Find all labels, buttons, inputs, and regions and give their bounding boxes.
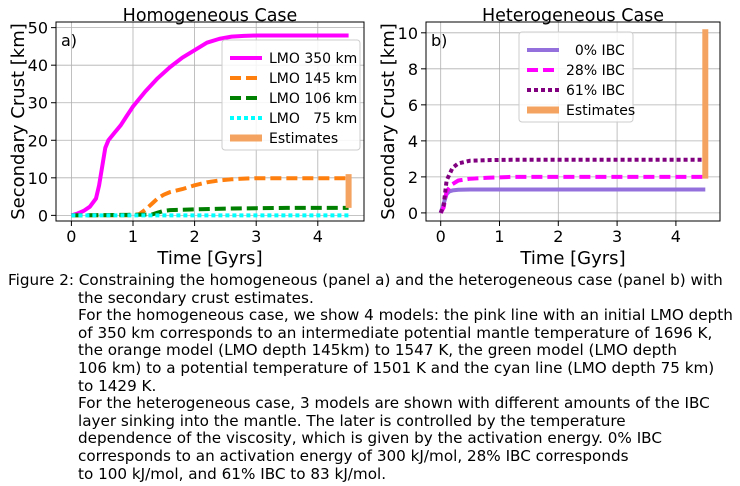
y-tick-label: 8 xyxy=(408,60,418,79)
caption-line: layer sinking into the mantle. The later… xyxy=(78,411,626,430)
x-tick-label: 1 xyxy=(494,227,504,246)
legend-label: 61% IBC xyxy=(566,83,625,99)
legend-box xyxy=(221,39,361,151)
panel-label: b) xyxy=(431,31,447,50)
y-tick-label: 4 xyxy=(408,132,418,151)
y-tick-label: 10 xyxy=(398,24,418,43)
caption-line: For the homogeneous case, we show 4 mode… xyxy=(78,306,733,325)
chart-title: Heterogeneous Case xyxy=(482,6,664,26)
series-line-2 xyxy=(438,174,706,214)
legend-label: 0% IBC xyxy=(566,43,625,59)
x-tick-label: 4 xyxy=(313,227,323,246)
x-tick-label: 4 xyxy=(671,227,681,246)
legend-label: Estimates xyxy=(269,131,338,147)
y-tick-label: 40 xyxy=(28,56,48,75)
caption-line: corresponds to an activation energy of 3… xyxy=(78,446,629,465)
x-tick-label: 2 xyxy=(190,227,200,246)
x-tick-label: 1 xyxy=(128,227,138,246)
chart-panel-b: 0 1 2 3 4 0 2 4 6 8 10 Heterogeneous Case Time [Gyrs… xyxy=(378,6,721,269)
y-tick-label: 0 xyxy=(38,206,48,225)
y-tick-label: 6 xyxy=(408,96,418,115)
legend-label: Estimates xyxy=(566,103,635,119)
x-tick-label: 3 xyxy=(251,227,261,246)
caption-line: dependence of the viscosity, which is gi… xyxy=(78,429,662,448)
x-axis-label: Time [Gyrs] xyxy=(156,248,262,269)
x-tick-label: 0 xyxy=(436,227,446,246)
caption-line: For the heterogeneous case, 3 models are… xyxy=(78,394,710,413)
y-tick-label: 0 xyxy=(408,204,418,223)
axes-frame xyxy=(55,21,365,222)
x-axis-label: Time [Gyrs] xyxy=(519,248,625,269)
legend-label: LMO 106 km xyxy=(269,91,357,107)
chart-title: Homogeneous Case xyxy=(123,6,298,26)
series-line-3 xyxy=(71,205,349,218)
legend-label: LMO 145 km xyxy=(269,71,357,87)
caption-line: 106 km) to a potential temperature of 15… xyxy=(78,358,715,377)
y-tick-label: 50 xyxy=(28,19,48,38)
x-tick-label: 0 xyxy=(66,227,76,246)
x-tick-label: 2 xyxy=(553,227,563,246)
y-tick-label: 2 xyxy=(408,168,418,187)
figure-caption: Figure 2: Constraining the homogeneous (… xyxy=(8,271,736,483)
y-tick-label: 10 xyxy=(28,169,48,188)
series-line-2 xyxy=(71,176,349,218)
y-tick-label: 30 xyxy=(28,94,48,113)
legend-box xyxy=(518,31,634,123)
legend-label: LMO 350 km xyxy=(269,51,357,67)
y-axis-label: Secondary Crust [km] xyxy=(378,23,399,220)
caption-line: to 1429 K. xyxy=(78,376,157,395)
series-line-1 xyxy=(70,33,349,218)
panel-label: a) xyxy=(61,31,77,50)
x-tick-label: 3 xyxy=(612,227,622,246)
caption-line: to 100 kJ/mol, and 61% IBC to 83 kJ/mol. xyxy=(78,464,387,483)
caption-line: the orange model (LMO depth 145km) to 15… xyxy=(78,341,677,360)
caption-line-1: Figure 2: Constraining the homogeneous (… xyxy=(8,271,723,289)
y-tick-label: 20 xyxy=(28,131,48,150)
caption-line: of 350 km corresponds to an intermediate… xyxy=(78,323,713,342)
y-axis-label: Secondary Crust [km] xyxy=(8,23,29,220)
legend-label: 28% IBC xyxy=(566,63,625,79)
series-line-3 xyxy=(438,157,706,214)
legend-label: LMO 75 km xyxy=(269,111,357,127)
caption-line: the secondary crust estimates. xyxy=(78,288,314,307)
axes-frame xyxy=(425,21,721,222)
